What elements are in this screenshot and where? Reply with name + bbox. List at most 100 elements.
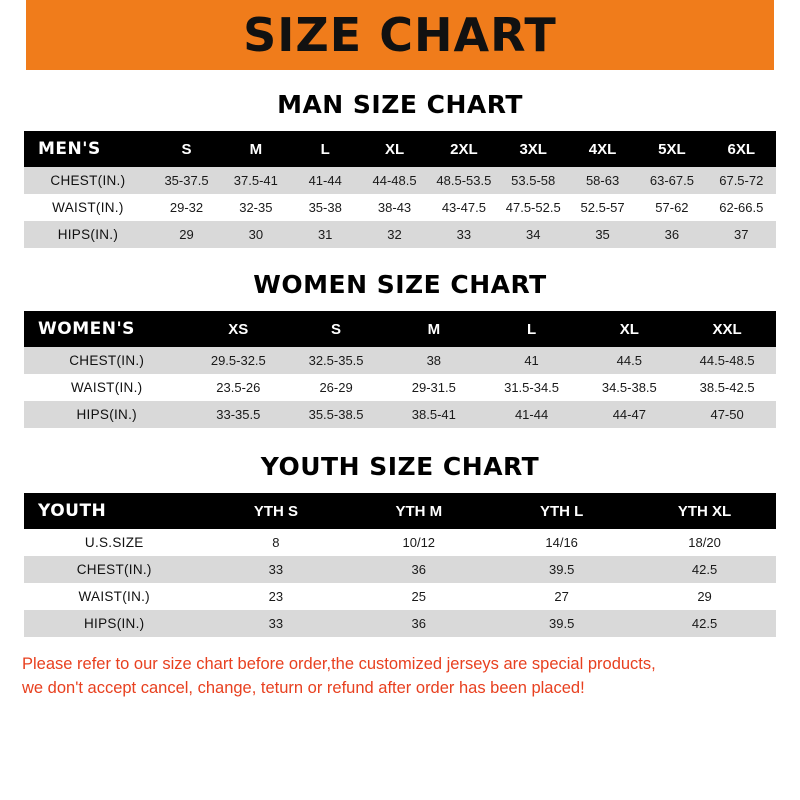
column-header: 5XL [658,140,686,158]
table-row: HIPS(IN.) 33 36 39.5 42.5 [24,610,776,637]
cell: 47.5-52.5 [505,200,561,215]
women-size-section: WOMEN SIZE CHART WOMEN'S XS S M L XL XXL [0,270,800,428]
row-label: CHEST(IN.) [50,173,126,188]
cell: 41-44 [308,173,342,188]
cell: 52.5-57 [580,200,625,215]
cell: 27 [554,589,569,604]
cell: 36 [664,227,680,242]
cell: 39.5 [549,562,575,577]
page-title: SIZE CHART [243,8,557,62]
women-size-table: WOMEN'S XS S M L XL XXL CHEST(IN.) 29.5-… [24,311,776,428]
table-row: WAIST(IN.) 23 25 27 29 [24,583,776,610]
column-header: 4XL [588,140,617,158]
cell: 38-43 [377,200,412,215]
cell: 29.5-32.5 [210,353,266,368]
cell: 36 [411,616,427,631]
cell: 23.5-26 [216,380,261,395]
note-line-1: Please refer to our size chart before or… [22,655,656,673]
cell: 33-35.5 [216,407,261,422]
man-header-label: MEN'S [38,139,101,159]
row-label: CHEST(IN.) [69,353,145,368]
cell: 38.5-41 [411,407,456,422]
column-header: XS [228,320,249,338]
cell: 31.5-34.5 [504,380,560,395]
cell: 29 [697,589,712,604]
table-header-row: YOUTH YTH S YTH M YTH L YTH XL [24,493,776,529]
row-label: CHEST(IN.) [76,562,152,577]
table-row: WAIST(IN.) 23.5-26 26-29 29-31.5 31.5-34… [24,374,776,401]
cell: 34.5-38.5 [601,380,657,395]
table-row: CHEST(IN.) 35-37.5 37.5-41 41-44 44-48.5… [24,167,776,194]
cell: 62-66.5 [719,200,764,215]
cell: 10/12 [402,535,436,550]
cell: 44.5 [616,353,642,368]
row-label: HIPS(IN.) [76,407,137,422]
cell: 43-47.5 [441,200,486,215]
cell: 23 [268,589,284,604]
column-header: YTH M [395,502,443,520]
cell: 14/16 [545,535,578,550]
cell: 47-50 [710,407,744,422]
man-section-title: MAN SIZE CHART [277,90,523,119]
cell: 34 [525,227,541,242]
column-header: M [249,140,263,158]
youth-header-label: YOUTH [38,501,107,521]
cell: 48.5-53.5 [436,173,492,188]
column-header: YTH XL [677,502,732,520]
cell: 41-44 [514,407,549,422]
cell: 32 [387,227,402,242]
cell: 26-29 [319,380,353,395]
youth-size-table: YOUTH YTH S YTH M YTH L YTH XL U.S.SIZE … [24,493,776,637]
cell: 44-47 [612,407,646,422]
man-size-section: MAN SIZE CHART MEN'S S M L XL 2XL 3XL 4X… [0,90,800,248]
row-label: WAIST(IN.) [70,380,143,395]
cell: 38.5-42.5 [699,380,755,395]
cell: 41 [524,353,539,368]
cell: 37 [734,227,749,242]
banner-right-gap [774,0,800,70]
cell: 44.5-48.5 [699,353,755,368]
row-label: WAIST(IN.) [78,589,150,604]
cell: 32.5-35.5 [308,353,364,368]
cell: 18/20 [688,535,721,550]
cell: 25 [411,589,427,604]
column-header: 2XL [450,140,478,158]
cell: 33 [268,616,284,631]
cell: 35.5-38.5 [308,407,364,422]
column-header: S [181,140,192,158]
cell: 67.5-72 [719,173,764,188]
cell: 33 [456,227,472,242]
table-header-row: MEN'S S M L XL 2XL 3XL 4XL 5XL 6XL [24,131,776,167]
cell: 35 [595,227,610,242]
cell: 32-35 [239,200,273,215]
cell: 44-48.5 [372,173,417,188]
cell: 63-67.5 [649,173,694,188]
order-policy-note: Please refer to our size chart before or… [0,653,800,701]
cell: 36 [411,562,427,577]
table-row: WAIST(IN.) 29-32 32-35 35-38 38-43 43-47… [24,194,776,221]
cell: 30 [248,227,264,242]
table-row: U.S.SIZE 8 10/12 14/16 18/20 [24,529,776,556]
row-label: U.S.SIZE [84,535,144,550]
row-label: HIPS(IN.) [84,616,145,631]
banner-left-gap [0,0,26,70]
cell: 42.5 [691,616,718,631]
table-row: HIPS(IN.) 33-35.5 35.5-38.5 38.5-41 41-4… [24,401,776,428]
table-row: CHEST(IN.) 29.5-32.5 32.5-35.5 38 41 44.… [24,347,776,374]
cell: 31 [317,227,333,242]
table-header-row: WOMEN'S XS S M L XL XXL [24,311,776,347]
column-header: L [526,320,537,338]
cell: 57-62 [655,200,689,215]
column-header: XL [619,320,639,338]
cell: 29 [179,227,194,242]
man-size-table: MEN'S S M L XL 2XL 3XL 4XL 5XL 6XL CHEST… [24,131,776,248]
women-header-label: WOMEN'S [38,319,135,339]
column-header: YTH L [539,502,584,520]
cell: 35-37.5 [164,173,209,188]
cell: 39.5 [549,616,575,631]
cell: 37.5-41 [233,173,278,188]
cell: 29-31.5 [411,380,456,395]
column-header: XL [384,140,405,158]
cell: 29-32 [169,200,204,215]
